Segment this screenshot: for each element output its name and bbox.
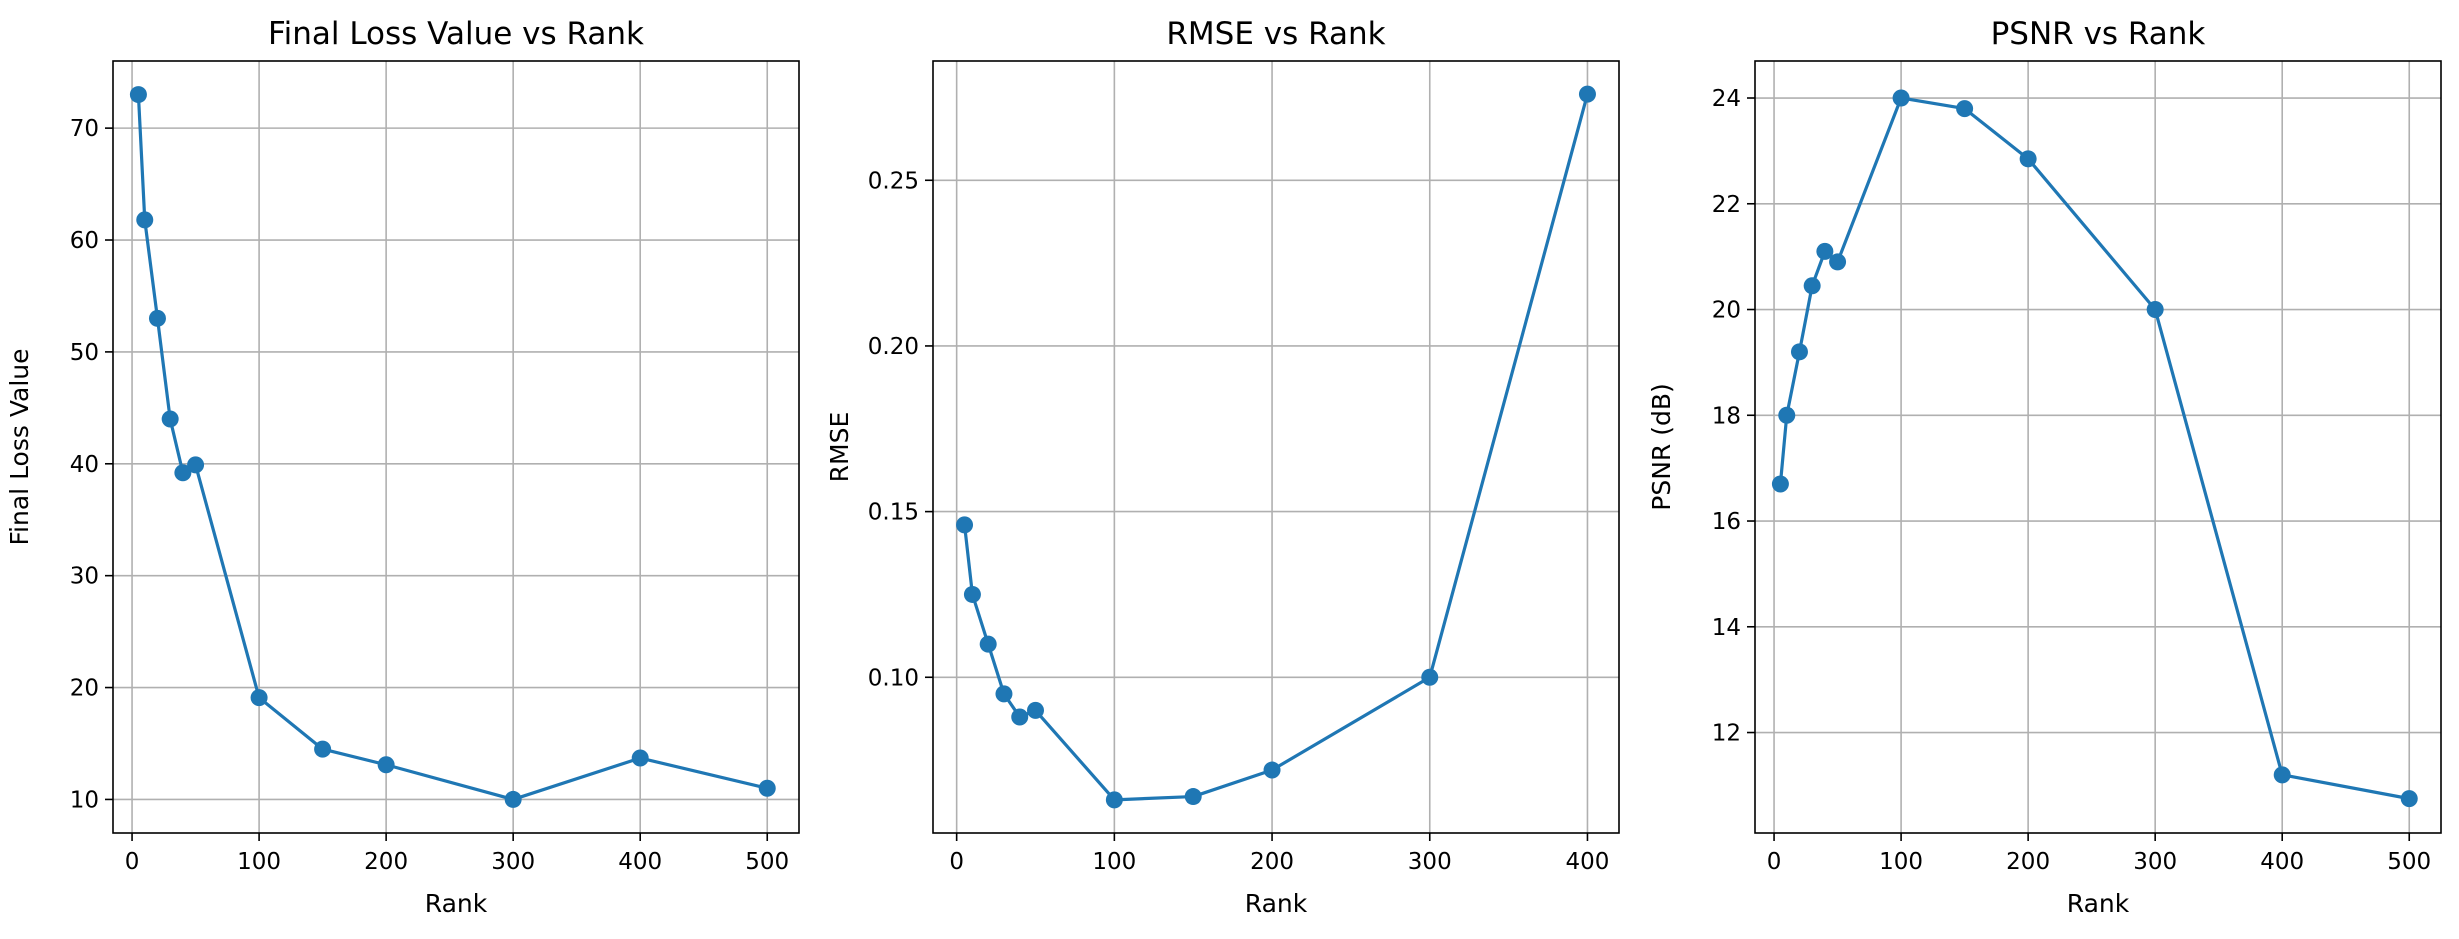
- y-tick-label: 0.15: [868, 500, 919, 526]
- x-axis-label: Rank: [1245, 889, 1308, 918]
- x-tick-label: 300: [491, 849, 535, 875]
- y-tick-label: 30: [70, 564, 99, 590]
- y-tick-label: 40: [70, 452, 99, 478]
- data-point: [2146, 301, 2164, 319]
- data-point: [1578, 85, 1596, 103]
- x-tick-label: 0: [1767, 849, 1782, 875]
- data-point: [2400, 790, 2418, 808]
- y-tick-label: 0.25: [868, 168, 919, 194]
- y-tick-label: 12: [1712, 721, 1741, 747]
- data-point: [995, 685, 1013, 703]
- data-point: [631, 749, 649, 767]
- plot-frame: [932, 60, 1620, 834]
- data-point: [956, 516, 974, 534]
- x-tick-label: 400: [1566, 849, 1610, 875]
- data-point: [174, 464, 192, 482]
- chart-title: PSNR vs Rank: [1991, 16, 2206, 52]
- plot-frame: [112, 60, 800, 834]
- data-point: [1011, 708, 1029, 726]
- x-tick-label: 400: [618, 849, 662, 875]
- x-tick-label: 500: [2387, 849, 2431, 875]
- y-tick-label: 18: [1712, 403, 1741, 429]
- x-tick-label: 100: [1879, 849, 1923, 875]
- chart-panel-3: 0 100 200 300 400 500 12 14 16 18 20 22 24 PSNR vs Ra…: [1647, 16, 2442, 918]
- data-point: [377, 756, 395, 774]
- y-axis-label: PSNR (dB): [1647, 383, 1676, 511]
- data-point: [963, 585, 981, 603]
- data-point: [1790, 343, 1808, 361]
- x-tick-label: 0: [125, 849, 140, 875]
- x-tick-label: 300: [1408, 849, 1452, 875]
- y-axis-label: Final Loss Value: [5, 349, 34, 546]
- data-point: [187, 456, 205, 474]
- data-point: [1816, 242, 1834, 260]
- data-point: [1803, 277, 1821, 295]
- data-point: [136, 211, 154, 229]
- data-point: [1771, 475, 1789, 493]
- data-point: [1421, 668, 1439, 686]
- y-tick-label: 20: [1712, 298, 1741, 324]
- data-point: [148, 309, 166, 327]
- y-axis-label: RMSE: [825, 412, 854, 483]
- y-tick-label: 50: [70, 340, 99, 366]
- x-tick-label: 200: [364, 849, 408, 875]
- data-point: [758, 779, 776, 797]
- data-point: [1263, 761, 1281, 779]
- data-point: [1956, 100, 1974, 118]
- data-point: [1829, 253, 1847, 271]
- x-axis-label: Rank: [425, 889, 488, 918]
- y-tick-label: 22: [1712, 192, 1741, 218]
- x-tick-label: 200: [2006, 849, 2050, 875]
- y-tick-label: 70: [70, 116, 99, 142]
- data-point: [2019, 150, 2037, 168]
- y-tick-label: 14: [1712, 615, 1741, 641]
- data-point: [1892, 89, 1910, 107]
- x-axis-label: Rank: [2067, 889, 2130, 918]
- x-tick-label: 100: [1092, 849, 1136, 875]
- data-point: [1027, 701, 1045, 719]
- data-point: [250, 689, 268, 707]
- data-point: [979, 635, 997, 653]
- y-tick-label: 0.10: [868, 665, 919, 691]
- data-point: [129, 86, 147, 104]
- series-line: [962, 93, 1590, 802]
- data-point: [1778, 406, 1796, 424]
- chart-title: Final Loss Value vs Rank: [268, 16, 644, 52]
- chart-title: RMSE vs Rank: [1166, 16, 1385, 52]
- plot-frame: [1754, 60, 2442, 834]
- data-point: [314, 740, 332, 758]
- x-tick-label: 0: [949, 849, 964, 875]
- y-tick-label: 16: [1712, 509, 1741, 535]
- y-tick-label: 0.20: [868, 334, 919, 360]
- x-tick-label: 500: [745, 849, 789, 875]
- series-line: [136, 94, 768, 802]
- chart-panel-2: 0 100 200 300 400 0.10 0.15 0.20 0.25 RMSE vs Ran…: [825, 16, 1620, 918]
- x-tick-label: 400: [2260, 849, 2304, 875]
- y-tick-label: 60: [70, 228, 99, 254]
- chart-panel-1: 0 100 200 300 400 500 10 20 30 40 50 60 70 Final Loss…: [5, 16, 800, 918]
- y-tick-label: 20: [70, 676, 99, 702]
- data-point: [2273, 766, 2291, 784]
- series-line: [1778, 96, 2410, 801]
- y-tick-label: 24: [1712, 86, 1741, 112]
- data-point: [1105, 791, 1123, 809]
- x-tick-label: 100: [237, 849, 281, 875]
- y-tick-label: 10: [70, 787, 99, 813]
- x-tick-label: 200: [1250, 849, 1294, 875]
- data-point: [161, 410, 179, 428]
- data-point: [1184, 788, 1202, 806]
- x-tick-label: 300: [2133, 849, 2177, 875]
- data-point: [504, 790, 522, 808]
